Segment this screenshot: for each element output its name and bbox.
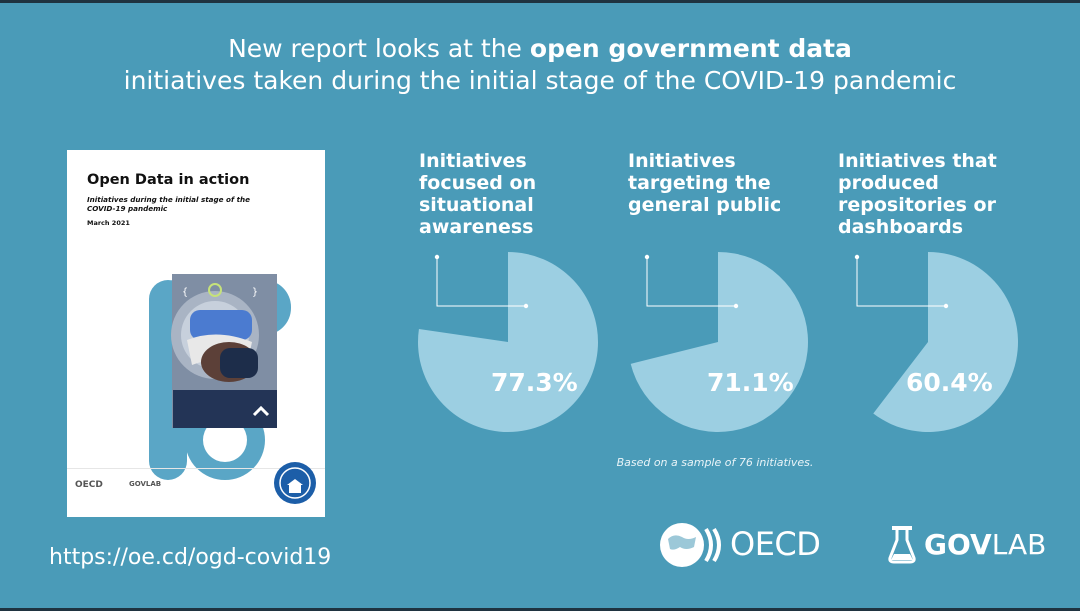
- bottom-border: [0, 608, 1080, 611]
- pie-label-3: 60.4%: [906, 368, 993, 397]
- leader-dot-1-2: [523, 303, 529, 309]
- cover-illustration: { }: [149, 274, 291, 480]
- pie-label-1: 77.3%: [491, 368, 578, 397]
- govlab-logo-bold: GOV: [924, 528, 992, 561]
- report-url-link[interactable]: https://oe.cd/ogd-covid19: [49, 545, 332, 570]
- svg-text:{: {: [182, 287, 188, 298]
- leader-dot-3-1: [854, 254, 860, 260]
- leader-line-1: [436, 257, 526, 307]
- pie-slice-1: [418, 252, 599, 433]
- pie-label-2: 71.1%: [707, 368, 794, 397]
- cover-footer: [67, 468, 325, 517]
- govlab-logo-text: GOVLAB: [924, 528, 1046, 561]
- leader-line-2: [646, 257, 736, 307]
- svg-text:}: }: [252, 287, 258, 298]
- leader-dot-3-2: [943, 303, 949, 309]
- headline-line-2: initiatives taken during the initial sta…: [123, 66, 957, 95]
- cover-subtitle: Initiatives during the initial stage of …: [87, 195, 251, 213]
- cover-govlab-logo: GOVLAB: [129, 480, 162, 488]
- chart-title-2: Initiatives targeting the general public: [628, 150, 782, 216]
- headline: New report looks at the open government …: [0, 33, 1080, 97]
- cover-title: Open Data in action: [87, 172, 250, 188]
- cover-badge-icon: [274, 462, 316, 504]
- cover-oecd-logo: OECD: [75, 480, 103, 490]
- sample-note: Based on a sample of 76 initiatives.: [616, 456, 814, 469]
- pie-slice-2: [630, 252, 809, 432]
- leader-line-3: [856, 257, 946, 307]
- govlab-logo-rest: LAB: [991, 528, 1047, 561]
- headline-plain: New report looks at the: [228, 34, 530, 63]
- headline-bold: open government data: [529, 34, 852, 63]
- chart-title-3: Initiatives that produced repositories o…: [838, 150, 997, 238]
- leader-dot-2-2: [733, 303, 739, 309]
- report-cover[interactable]: { } Open Data in action Initiatives duri…: [67, 150, 325, 517]
- headline-line-1: New report looks at the open government …: [0, 33, 1080, 65]
- leader-dot-2-1: [644, 254, 650, 260]
- leader-dot-1-1: [434, 254, 440, 260]
- oecd-logo-text: OECD: [730, 525, 821, 563]
- chart-title-1: Initiatives focused on situational aware…: [419, 150, 537, 238]
- pie-slice-3: [873, 252, 1019, 432]
- govlab-flask-icon: [888, 526, 916, 564]
- top-border: [0, 0, 1080, 3]
- oecd-globe-icon: [660, 523, 721, 567]
- cover-date: March 2021: [87, 219, 130, 227]
